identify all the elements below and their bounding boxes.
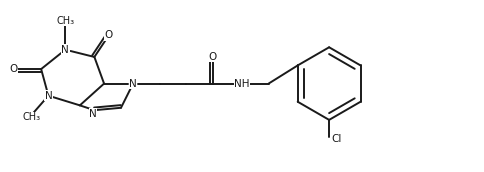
Text: O: O xyxy=(105,30,113,40)
Text: NH: NH xyxy=(234,79,250,89)
Text: O: O xyxy=(9,64,18,74)
Text: CH₃: CH₃ xyxy=(56,16,75,26)
Text: CH₃: CH₃ xyxy=(22,112,41,122)
Text: O: O xyxy=(209,52,217,62)
Text: N: N xyxy=(61,45,69,55)
Text: Cl: Cl xyxy=(331,134,342,144)
Text: N: N xyxy=(45,91,52,101)
Text: N: N xyxy=(129,79,137,89)
Text: N: N xyxy=(89,109,97,119)
